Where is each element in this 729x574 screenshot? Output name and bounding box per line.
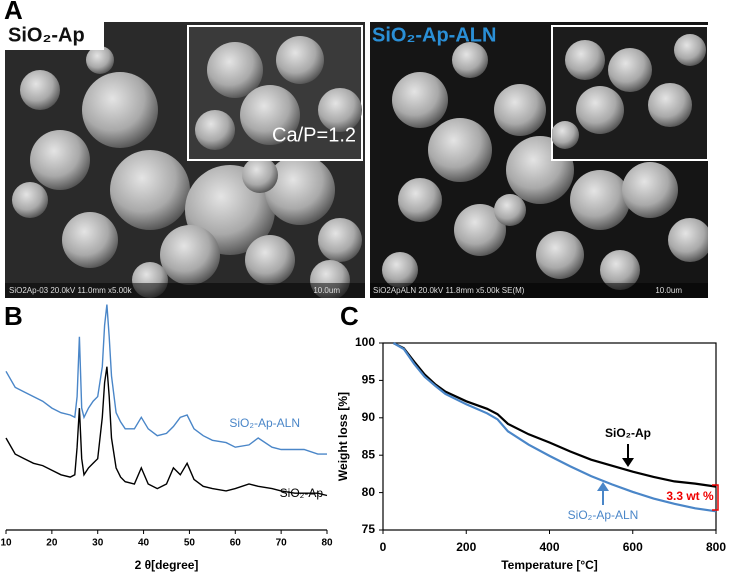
particle [195,110,235,150]
series-line [5,366,328,497]
sem-scale: 10.0um [313,286,340,295]
series-line [5,304,327,455]
series-label: SiO₂-Ap [605,426,651,440]
particle [622,162,678,218]
x-axis-label: 2 θ[degree] [135,558,199,572]
arrow-head [597,482,609,491]
particle [565,40,605,80]
particle [576,86,624,134]
y-tick-label: 80 [362,485,376,499]
particle [12,182,48,218]
particle [82,72,158,148]
inset-text: Ca/P=1.2 [272,124,356,146]
particle [318,88,362,132]
sem-info: SiO2ApALN 20.0kV 11.8mm x5.00k SE(M) [373,286,525,295]
particle [608,48,652,92]
particle [648,83,692,127]
y-tick-label: 85 [362,447,376,461]
y-tick-label: 75 [362,522,376,536]
particle [536,231,584,279]
annotation: 3.3 wt % [666,489,714,503]
panel-title: SiO₂-Ap-ALN [372,24,496,46]
particle [242,157,278,193]
sem-info-bar [370,283,708,298]
x-tick-label: 60 [230,538,242,549]
x-tick-label: 400 [539,540,559,554]
sem-scale: 10.0um [655,286,682,295]
x-tick-label: 40 [138,538,150,549]
title-bg [4,22,104,50]
particle [392,72,448,128]
particle [398,178,442,222]
particle [382,252,418,288]
series-label: SiO₂-Ap-ALN [568,508,639,522]
series-label: SiO₂-Ap [280,486,324,500]
y-tick-label: 100 [355,335,375,349]
particle [265,155,335,225]
y-tick-label: 95 [362,373,376,387]
particle [454,204,506,256]
x-tick-label: 30 [92,538,104,549]
particle [20,70,60,110]
particle [552,121,579,149]
panel-title: SiO₂-Ap [8,24,85,46]
particle [600,250,640,290]
y-tick-label: 90 [362,410,376,424]
series-line [392,342,717,513]
particle [207,42,263,98]
x-tick-label: 600 [623,540,643,554]
particle [494,84,546,136]
arrow-head [622,458,634,467]
x-tick-label: 800 [706,540,726,554]
particle [240,85,300,145]
panel-label: C [340,301,359,331]
y-axis-label: Weight loss [%] [336,392,350,481]
particle [668,218,708,262]
x-tick-label: 200 [456,540,476,554]
sem-info-bar [5,283,365,298]
particle [570,170,630,230]
particle [86,46,114,74]
x-tick-label: 0 [380,540,387,554]
particle [276,36,324,84]
particle [110,150,190,230]
particle [30,130,90,190]
x-tick-label: 20 [46,538,58,549]
particle [245,235,295,285]
sem-info: SiO2Ap-03 20.0kV 11.0mm x5.00k [9,286,133,295]
x-tick-label: 50 [184,538,196,549]
particle [318,218,362,262]
series-label: SiO₂-Ap-ALN [229,416,300,430]
particle [62,212,118,268]
particle [494,194,526,226]
series-line [392,342,717,488]
x-tick-label: 80 [321,538,333,549]
x-axis-label: Temperature [°C] [501,558,598,572]
x-tick-label: 10 [0,538,12,549]
particle [674,34,706,66]
particle [428,118,492,182]
particle [452,42,488,78]
x-tick-label: 70 [276,538,288,549]
panel-label: A [4,0,23,25]
panel-label: B [4,301,23,331]
particle [160,225,220,285]
bracket [712,484,719,511]
